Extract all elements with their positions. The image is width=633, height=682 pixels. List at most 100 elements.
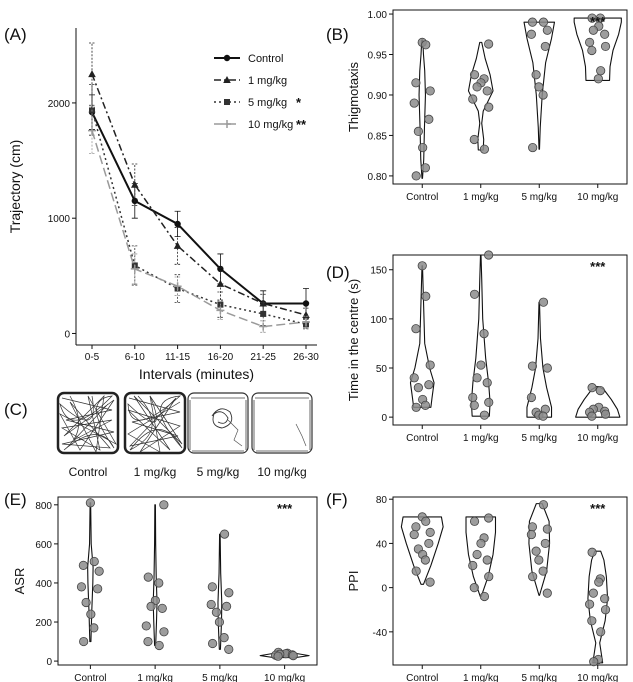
chart-a-xtick-label: 26-30 [293,352,319,363]
chart-d-point [472,373,482,383]
chart-e-ytick-label: 200 [35,618,52,629]
chart-d-significance: *** [590,259,606,274]
chart-f-ppi: -40 0 40 80 Control 1 mg/kg 5 mg/kg 10 mg/kg PPI… [346,495,628,682]
chart-f-point [589,657,599,667]
chart-d-xtick-label: 10 mg/kg [577,433,618,444]
chart-b-point [472,82,482,92]
chart-f-point [531,546,541,556]
trail-label-10mg: 10 mg/kg [257,465,306,479]
chart-f-ytick-label: 80 [376,495,388,506]
trail-control [56,391,120,455]
chart-a-point [131,180,139,188]
chart-d-point [409,373,419,383]
chart-d-ytick-label: 100 [370,315,387,326]
chart-e-point [159,500,169,510]
chart-f-point [528,571,538,582]
panel-label-a: (A) [4,25,27,44]
chart-b-thigmotaxis: 0.80 0.85 0.90 0.95 1.00 Control 1 mg/kg 5 mg/k… [346,9,628,203]
chart-d-xtick-label: Control [406,433,438,444]
chart-b-ytick-label: 0.85 [368,131,388,142]
chart-a-point [88,126,96,135]
chart-a-xtick-label: 0-5 [85,352,100,363]
chart-d-point [425,360,435,370]
chart-e-point [154,640,164,651]
chart-e-point [94,566,104,576]
chart-b-point [542,25,552,35]
chart-d-point [600,409,611,419]
chart-e-asr: 0 200 400 600 800 Control 1 mg/kg 5 mg/kg 10 mg/… [12,496,318,682]
chart-a-ytick-label: 0 [64,329,70,340]
chart-b-point [425,86,435,96]
chart-e-ytick-label: 400 [35,579,52,590]
chart-e-point [211,607,222,617]
chart-a-series-line [91,73,307,316]
chart-d-point [527,361,538,371]
chart-f-point [587,547,597,557]
chart-b-violin-3 [573,17,622,81]
chart-f-point [600,594,610,604]
chart-e-point [154,578,164,588]
chart-f-point [411,522,421,532]
panel-label-d: (D) [326,263,350,282]
chart-a-point [174,220,181,228]
chart-b-point [409,98,419,108]
chart-a-point [260,310,267,317]
chart-e-violin-2 [217,533,223,650]
chart-a-xtick-label: 16-20 [208,352,234,363]
chart-e-point [143,572,153,582]
chart-d-point [479,329,489,339]
chart-f-xtick-label: 10 mg/kg [577,673,618,682]
chart-d-point [420,400,430,410]
chart-f-ytick-label: 40 [376,539,388,550]
chart-b-point [469,134,479,145]
chart-e-point [89,623,99,633]
trajectory-trails: Control 1 mg/kg 5 mg/kg 10 mg/kg [56,391,313,479]
chart-f-point [424,538,434,549]
chart-b-point [600,41,611,52]
chart-f-point [479,591,490,602]
chart-f-point [594,577,604,587]
chart-e-point [219,529,230,539]
chart-d-point [476,360,486,370]
chart-a-series-line [91,130,307,328]
chart-e-ytick-label: 800 [35,501,52,512]
chart-a-point [259,322,268,331]
chart-d-ylabel: Time in the centre (s) [346,279,361,401]
chart-a-ytick-label: 1000 [48,214,71,225]
chart-a-point [223,120,231,128]
chart-f-plot-frame [392,496,628,666]
chart-f-point [409,529,419,540]
chart-a-point [217,265,224,273]
chart-d-ytick-label: 150 [370,266,387,277]
chart-d-point [417,261,427,271]
chart-b-point [528,142,538,153]
chart-e-xtick-label: 10 mg/kg [264,673,305,682]
chart-e-ytick-label: 600 [35,540,52,551]
chart-f-ytick-label: 0 [381,584,387,595]
chart-a-point [216,306,225,315]
trail-5mg [187,392,249,454]
chart-b-plot-frame [392,9,628,185]
chart-a-xtick-label: 11-15 [165,352,190,363]
chart-a-point [173,282,182,291]
chart-a-xlabel: Intervals (minutes) [139,366,254,382]
chart-b-xtick-label: 5 mg/kg [521,192,557,203]
chart-f-point [411,566,421,576]
chart-f-point [425,577,435,587]
chart-e-plot-frame [57,496,318,666]
chart-a-point [216,279,225,287]
chart-a-series-3 [88,107,310,333]
chart-a-point [302,317,310,326]
chart-f-xtick-label: 1 mg/kg [463,673,499,682]
chart-f-point [472,549,482,560]
chart-d-point [413,383,423,393]
chart-e-ylabel: ASR [12,568,27,595]
chart-f-point [538,566,548,576]
chart-e-point [273,651,283,661]
chart-b-point [600,29,610,39]
chart-f-point [527,522,538,532]
chart-b-ytick-label: 0.90 [368,91,388,102]
chart-d-point [587,383,597,393]
chart-f-point [534,555,544,565]
